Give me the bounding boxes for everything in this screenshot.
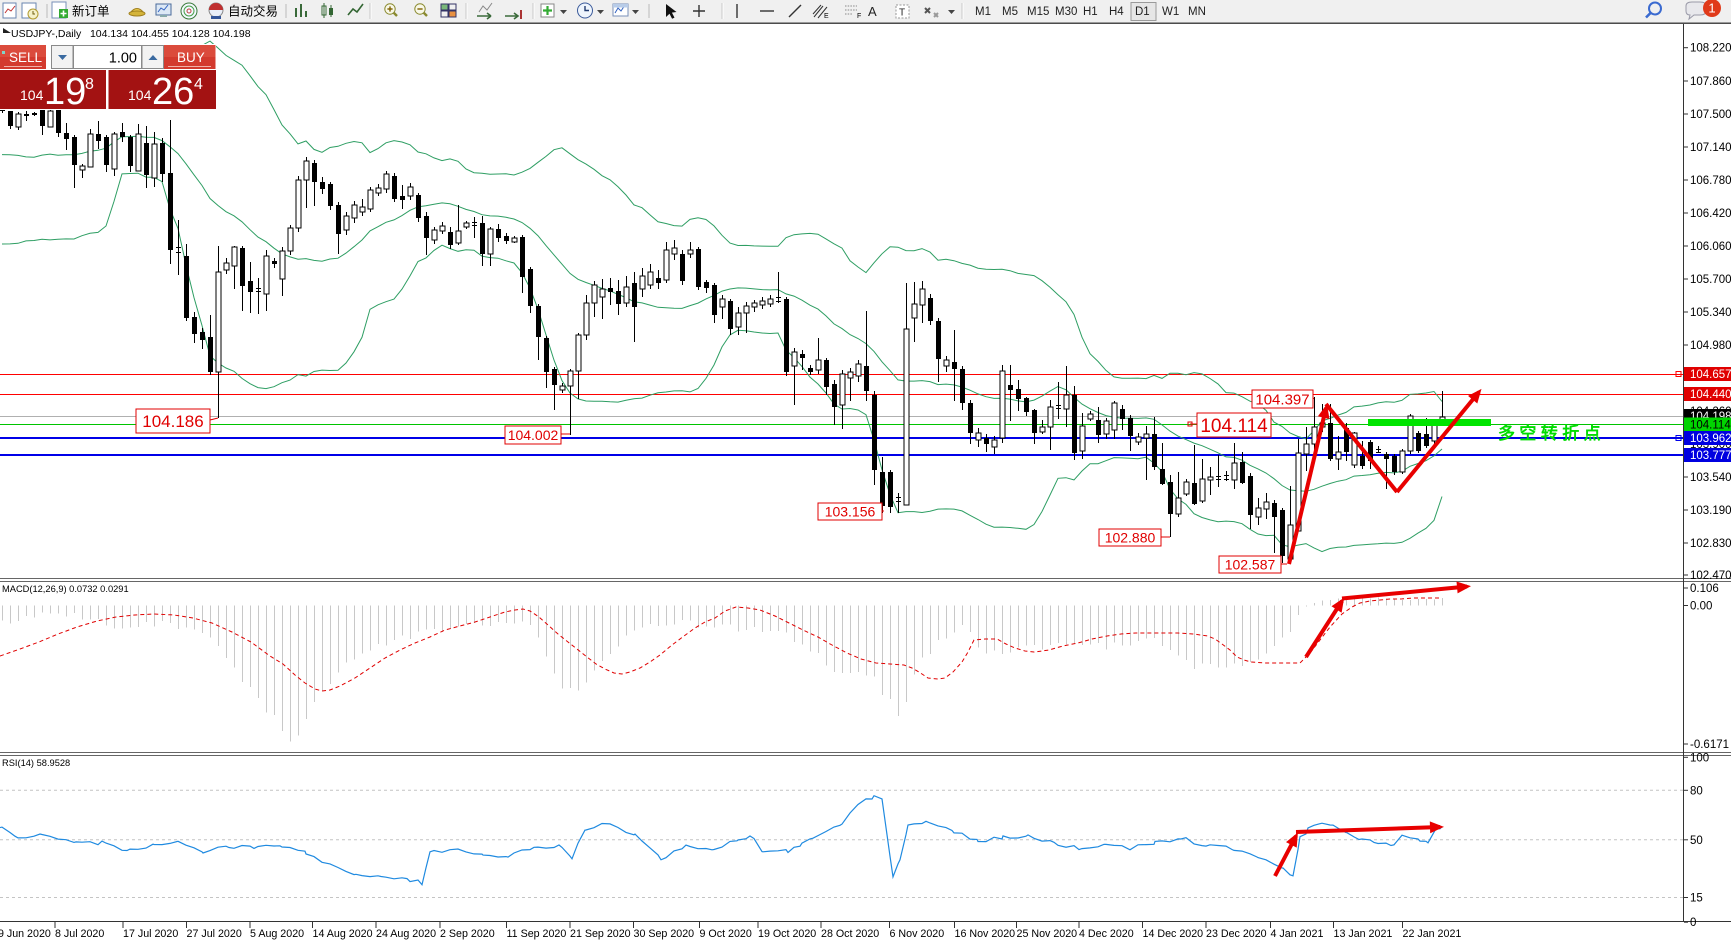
- svg-text:8: 8: [85, 76, 94, 93]
- svg-text:104.397: 104.397: [1255, 391, 1309, 408]
- svg-text:106.060: 106.060: [1690, 241, 1731, 253]
- svg-text:9 Oct 2020: 9 Oct 2020: [700, 928, 752, 940]
- svg-text:0: 0: [1690, 917, 1696, 929]
- svg-text:102.880: 102.880: [1105, 530, 1156, 546]
- svg-text:1.00: 1.00: [109, 51, 137, 67]
- svg-text:USDJPY-,Daily 104.134 104.45: USDJPY-,Daily 104.134 104.455 104.128 10…: [11, 28, 251, 40]
- svg-text:BUY: BUY: [177, 50, 205, 65]
- svg-text:107.860: 107.860: [1690, 76, 1731, 88]
- svg-text:MACD(12,26,9) 0.0732 0.0291: MACD(12,26,9) 0.0732 0.0291: [2, 584, 129, 594]
- svg-text:1: 1: [1708, 1, 1715, 16]
- svg-text:104.980: 104.980: [1690, 340, 1731, 352]
- svg-text:23 Dec 2020: 23 Dec 2020: [1206, 928, 1267, 940]
- svg-text:103.962: 103.962: [1690, 433, 1731, 445]
- svg-text:H1: H1: [1083, 6, 1098, 18]
- svg-text:104.114: 104.114: [1200, 416, 1268, 437]
- svg-text:M1: M1: [975, 6, 991, 18]
- svg-text:2 Sep 2020: 2 Sep 2020: [440, 928, 495, 940]
- svg-text:M30: M30: [1055, 6, 1077, 18]
- svg-text:MN: MN: [1188, 6, 1206, 18]
- svg-text:108.220: 108.220: [1690, 43, 1731, 55]
- svg-text:0.106: 0.106: [1690, 583, 1719, 595]
- svg-text:F: F: [857, 13, 861, 20]
- svg-text:RSI(14) 58.9528: RSI(14) 58.9528: [2, 758, 70, 768]
- svg-text:14 Aug 2020: 14 Aug 2020: [313, 928, 373, 940]
- svg-text:W1: W1: [1162, 6, 1179, 18]
- svg-text:106.420: 106.420: [1690, 208, 1731, 220]
- svg-text:4 Jan 2021: 4 Jan 2021: [1271, 928, 1324, 940]
- svg-text:28 Oct 2020: 28 Oct 2020: [821, 928, 879, 940]
- svg-text:102.830: 102.830: [1690, 538, 1731, 550]
- svg-text:17 Jul 2020: 17 Jul 2020: [123, 928, 178, 940]
- svg-text:8 Jul 2020: 8 Jul 2020: [55, 928, 104, 940]
- svg-text:107.140: 107.140: [1690, 142, 1731, 154]
- svg-text:16 Nov 2020: 16 Nov 2020: [955, 928, 1016, 940]
- svg-text:105.700: 105.700: [1690, 274, 1731, 286]
- svg-text:103.190: 103.190: [1690, 505, 1731, 517]
- svg-text:多空转折点: 多空转折点: [1498, 423, 1605, 443]
- svg-text:80: 80: [1690, 785, 1703, 797]
- svg-text:4: 4: [194, 76, 203, 93]
- svg-text:27 Jul 2020: 27 Jul 2020: [187, 928, 242, 940]
- svg-text:M15: M15: [1027, 6, 1049, 18]
- svg-text:自动交易: 自动交易: [228, 4, 278, 19]
- svg-text:新订单: 新订单: [72, 4, 110, 19]
- svg-text:104: 104: [20, 87, 44, 103]
- svg-text:104.002: 104.002: [508, 427, 559, 443]
- svg-text:29 Jun 2020: 29 Jun 2020: [0, 928, 51, 940]
- svg-text:4 Dec 2020: 4 Dec 2020: [1079, 928, 1134, 940]
- svg-text:13 Jan 2021: 13 Jan 2021: [1334, 928, 1393, 940]
- svg-text:E: E: [824, 13, 829, 20]
- svg-text:103.777: 103.777: [1690, 450, 1731, 462]
- svg-text:M5: M5: [1002, 6, 1018, 18]
- svg-text:104.440: 104.440: [1690, 389, 1731, 401]
- svg-text:24 Aug 2020: 24 Aug 2020: [376, 928, 436, 940]
- svg-text:25 Nov 2020: 25 Nov 2020: [1017, 928, 1078, 940]
- svg-text:14 Dec 2020: 14 Dec 2020: [1143, 928, 1204, 940]
- svg-text:102.470: 102.470: [1690, 570, 1731, 582]
- svg-text:26: 26: [152, 71, 194, 113]
- svg-text:103.540: 103.540: [1690, 472, 1731, 484]
- svg-text:22 Jan 2021: 22 Jan 2021: [1403, 928, 1462, 940]
- svg-text:21 Sep 2020: 21 Sep 2020: [570, 928, 631, 940]
- svg-text:0.00: 0.00: [1690, 601, 1712, 613]
- svg-text:19 Oct 2020: 19 Oct 2020: [758, 928, 816, 940]
- svg-text:100: 100: [1690, 752, 1709, 764]
- svg-text:50: 50: [1690, 835, 1703, 847]
- svg-text:5 Aug 2020: 5 Aug 2020: [250, 928, 304, 940]
- svg-text:D1: D1: [1135, 6, 1150, 18]
- svg-text:15: 15: [1690, 893, 1703, 905]
- svg-text:105.340: 105.340: [1690, 307, 1731, 319]
- svg-text:H4: H4: [1109, 6, 1124, 18]
- svg-text:A: A: [868, 4, 877, 19]
- svg-text:104.657: 104.657: [1690, 369, 1731, 381]
- svg-text:SELL: SELL: [9, 50, 43, 65]
- svg-text:107.500: 107.500: [1690, 109, 1731, 121]
- svg-text:103.156: 103.156: [825, 504, 876, 520]
- svg-text:19: 19: [44, 71, 86, 113]
- svg-text:106.780: 106.780: [1690, 175, 1731, 187]
- svg-text:102.587: 102.587: [1225, 557, 1276, 573]
- svg-text:-0.6171: -0.6171: [1690, 739, 1729, 751]
- svg-text:104: 104: [128, 87, 152, 103]
- svg-text:104.114: 104.114: [1690, 420, 1731, 432]
- svg-text:30 Sep 2020: 30 Sep 2020: [634, 928, 695, 940]
- svg-text:11 Sep 2020: 11 Sep 2020: [507, 928, 567, 940]
- svg-text:T: T: [899, 8, 905, 19]
- svg-text:6 Nov 2020: 6 Nov 2020: [890, 928, 945, 940]
- svg-text:104.186: 104.186: [142, 412, 203, 431]
